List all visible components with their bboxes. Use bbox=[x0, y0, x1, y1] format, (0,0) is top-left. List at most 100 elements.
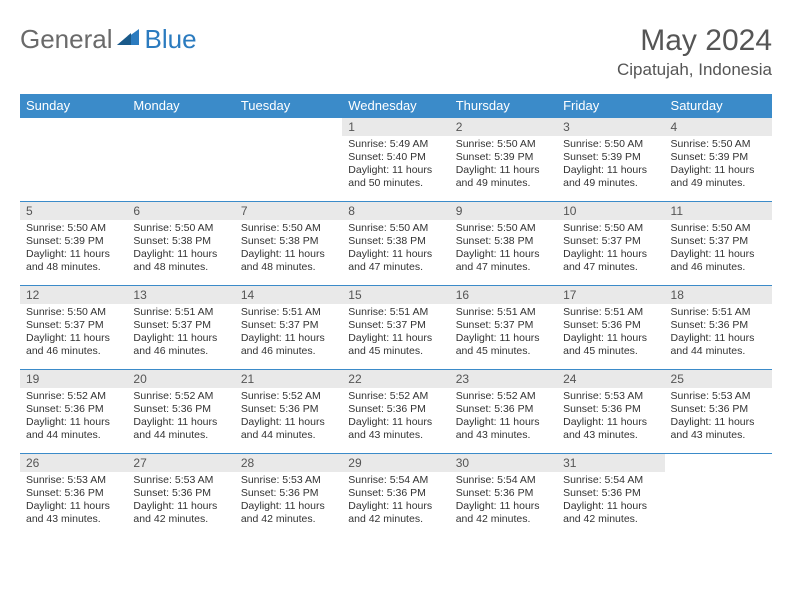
calendar-cell: 10Sunrise: 5:50 AMSunset: 5:37 PMDayligh… bbox=[557, 202, 664, 286]
calendar-cell: 1Sunrise: 5:49 AMSunset: 5:40 PMDaylight… bbox=[342, 118, 449, 202]
calendar-cell: 11Sunrise: 5:50 AMSunset: 5:37 PMDayligh… bbox=[665, 202, 772, 286]
calendar-cell: 5Sunrise: 5:50 AMSunset: 5:39 PMDaylight… bbox=[20, 202, 127, 286]
calendar-cell: 20Sunrise: 5:52 AMSunset: 5:36 PMDayligh… bbox=[127, 370, 234, 454]
calendar-cell: 16Sunrise: 5:51 AMSunset: 5:37 PMDayligh… bbox=[450, 286, 557, 370]
day-content: Sunrise: 5:50 AMSunset: 5:38 PMDaylight:… bbox=[450, 220, 557, 279]
day-content: Sunrise: 5:52 AMSunset: 5:36 PMDaylight:… bbox=[127, 388, 234, 447]
day-content: Sunrise: 5:51 AMSunset: 5:37 PMDaylight:… bbox=[450, 304, 557, 363]
day-content: Sunrise: 5:50 AMSunset: 5:37 PMDaylight:… bbox=[557, 220, 664, 279]
day-number: 7 bbox=[235, 202, 342, 220]
day-number: 12 bbox=[20, 286, 127, 304]
day-content: Sunrise: 5:54 AMSunset: 5:36 PMDaylight:… bbox=[342, 472, 449, 531]
day-content: Sunrise: 5:51 AMSunset: 5:36 PMDaylight:… bbox=[557, 304, 664, 363]
day-content: Sunrise: 5:51 AMSunset: 5:37 PMDaylight:… bbox=[235, 304, 342, 363]
day-number: 4 bbox=[665, 118, 772, 136]
day-content: Sunrise: 5:52 AMSunset: 5:36 PMDaylight:… bbox=[20, 388, 127, 447]
calendar-cell bbox=[127, 118, 234, 202]
day-number: 27 bbox=[127, 454, 234, 472]
day-content: Sunrise: 5:51 AMSunset: 5:37 PMDaylight:… bbox=[342, 304, 449, 363]
calendar-week-row: 5Sunrise: 5:50 AMSunset: 5:39 PMDaylight… bbox=[20, 202, 772, 286]
day-number: 1 bbox=[342, 118, 449, 136]
day-number: 5 bbox=[20, 202, 127, 220]
day-content: Sunrise: 5:51 AMSunset: 5:37 PMDaylight:… bbox=[127, 304, 234, 363]
calendar-cell: 6Sunrise: 5:50 AMSunset: 5:38 PMDaylight… bbox=[127, 202, 234, 286]
day-number: 29 bbox=[342, 454, 449, 472]
calendar-cell: 17Sunrise: 5:51 AMSunset: 5:36 PMDayligh… bbox=[557, 286, 664, 370]
day-content: Sunrise: 5:50 AMSunset: 5:37 PMDaylight:… bbox=[665, 220, 772, 279]
title-block: May 2024 Cipatujah, Indonesia bbox=[617, 24, 772, 80]
calendar-cell: 25Sunrise: 5:53 AMSunset: 5:36 PMDayligh… bbox=[665, 370, 772, 454]
day-number: 11 bbox=[665, 202, 772, 220]
day-number: 21 bbox=[235, 370, 342, 388]
day-content: Sunrise: 5:52 AMSunset: 5:36 PMDaylight:… bbox=[450, 388, 557, 447]
day-content: Sunrise: 5:53 AMSunset: 5:36 PMDaylight:… bbox=[235, 472, 342, 531]
day-content: Sunrise: 5:53 AMSunset: 5:36 PMDaylight:… bbox=[20, 472, 127, 531]
calendar-cell: 4Sunrise: 5:50 AMSunset: 5:39 PMDaylight… bbox=[665, 118, 772, 202]
header: General Blue May 2024 Cipatujah, Indones… bbox=[20, 24, 772, 80]
logo-triangle-icon bbox=[117, 27, 143, 52]
calendar-cell: 8Sunrise: 5:50 AMSunset: 5:38 PMDaylight… bbox=[342, 202, 449, 286]
day-number: 3 bbox=[557, 118, 664, 136]
calendar-cell: 7Sunrise: 5:50 AMSunset: 5:38 PMDaylight… bbox=[235, 202, 342, 286]
calendar-cell: 23Sunrise: 5:52 AMSunset: 5:36 PMDayligh… bbox=[450, 370, 557, 454]
weekday-header: Wednesday bbox=[342, 94, 449, 118]
calendar-cell: 15Sunrise: 5:51 AMSunset: 5:37 PMDayligh… bbox=[342, 286, 449, 370]
calendar-week-row: 1Sunrise: 5:49 AMSunset: 5:40 PMDaylight… bbox=[20, 118, 772, 202]
day-number: 9 bbox=[450, 202, 557, 220]
weekday-header: Saturday bbox=[665, 94, 772, 118]
day-content: Sunrise: 5:50 AMSunset: 5:39 PMDaylight:… bbox=[20, 220, 127, 279]
location: Cipatujah, Indonesia bbox=[617, 60, 772, 80]
calendar-week-row: 12Sunrise: 5:50 AMSunset: 5:37 PMDayligh… bbox=[20, 286, 772, 370]
calendar-cell: 3Sunrise: 5:50 AMSunset: 5:39 PMDaylight… bbox=[557, 118, 664, 202]
day-number: 25 bbox=[665, 370, 772, 388]
day-number: 22 bbox=[342, 370, 449, 388]
day-content: Sunrise: 5:50 AMSunset: 5:39 PMDaylight:… bbox=[450, 136, 557, 195]
day-number: 23 bbox=[450, 370, 557, 388]
calendar-cell: 22Sunrise: 5:52 AMSunset: 5:36 PMDayligh… bbox=[342, 370, 449, 454]
day-content: Sunrise: 5:53 AMSunset: 5:36 PMDaylight:… bbox=[665, 388, 772, 447]
calendar-cell: 27Sunrise: 5:53 AMSunset: 5:36 PMDayligh… bbox=[127, 454, 234, 538]
calendar-table: SundayMondayTuesdayWednesdayThursdayFrid… bbox=[20, 94, 772, 538]
calendar-cell bbox=[20, 118, 127, 202]
calendar-cell: 31Sunrise: 5:54 AMSunset: 5:36 PMDayligh… bbox=[557, 454, 664, 538]
calendar-cell: 13Sunrise: 5:51 AMSunset: 5:37 PMDayligh… bbox=[127, 286, 234, 370]
weekday-header: Friday bbox=[557, 94, 664, 118]
calendar-cell: 2Sunrise: 5:50 AMSunset: 5:39 PMDaylight… bbox=[450, 118, 557, 202]
day-number: 13 bbox=[127, 286, 234, 304]
day-content: Sunrise: 5:54 AMSunset: 5:36 PMDaylight:… bbox=[450, 472, 557, 531]
calendar-cell: 30Sunrise: 5:54 AMSunset: 5:36 PMDayligh… bbox=[450, 454, 557, 538]
calendar-cell: 28Sunrise: 5:53 AMSunset: 5:36 PMDayligh… bbox=[235, 454, 342, 538]
weekday-header: Monday bbox=[127, 94, 234, 118]
day-number: 15 bbox=[342, 286, 449, 304]
day-number: 6 bbox=[127, 202, 234, 220]
calendar-cell bbox=[665, 454, 772, 538]
calendar-cell: 12Sunrise: 5:50 AMSunset: 5:37 PMDayligh… bbox=[20, 286, 127, 370]
day-content: Sunrise: 5:50 AMSunset: 5:39 PMDaylight:… bbox=[665, 136, 772, 195]
logo: General Blue bbox=[20, 24, 197, 55]
day-content: Sunrise: 5:50 AMSunset: 5:37 PMDaylight:… bbox=[20, 304, 127, 363]
day-number: 8 bbox=[342, 202, 449, 220]
logo-text-general: General bbox=[20, 24, 113, 55]
day-number: 17 bbox=[557, 286, 664, 304]
day-number: 16 bbox=[450, 286, 557, 304]
day-number: 24 bbox=[557, 370, 664, 388]
day-content: Sunrise: 5:52 AMSunset: 5:36 PMDaylight:… bbox=[342, 388, 449, 447]
day-content: Sunrise: 5:51 AMSunset: 5:36 PMDaylight:… bbox=[665, 304, 772, 363]
calendar-cell bbox=[235, 118, 342, 202]
day-number: 26 bbox=[20, 454, 127, 472]
day-number: 18 bbox=[665, 286, 772, 304]
day-number: 28 bbox=[235, 454, 342, 472]
day-number: 2 bbox=[450, 118, 557, 136]
month-title: May 2024 bbox=[617, 24, 772, 58]
day-content: Sunrise: 5:53 AMSunset: 5:36 PMDaylight:… bbox=[557, 388, 664, 447]
day-number: 10 bbox=[557, 202, 664, 220]
calendar-cell: 29Sunrise: 5:54 AMSunset: 5:36 PMDayligh… bbox=[342, 454, 449, 538]
calendar-cell: 9Sunrise: 5:50 AMSunset: 5:38 PMDaylight… bbox=[450, 202, 557, 286]
calendar-header-row: SundayMondayTuesdayWednesdayThursdayFrid… bbox=[20, 94, 772, 118]
day-content: Sunrise: 5:49 AMSunset: 5:40 PMDaylight:… bbox=[342, 136, 449, 195]
day-content: Sunrise: 5:50 AMSunset: 5:39 PMDaylight:… bbox=[557, 136, 664, 195]
day-number: 20 bbox=[127, 370, 234, 388]
day-content: Sunrise: 5:50 AMSunset: 5:38 PMDaylight:… bbox=[127, 220, 234, 279]
weekday-header: Tuesday bbox=[235, 94, 342, 118]
calendar-cell: 14Sunrise: 5:51 AMSunset: 5:37 PMDayligh… bbox=[235, 286, 342, 370]
